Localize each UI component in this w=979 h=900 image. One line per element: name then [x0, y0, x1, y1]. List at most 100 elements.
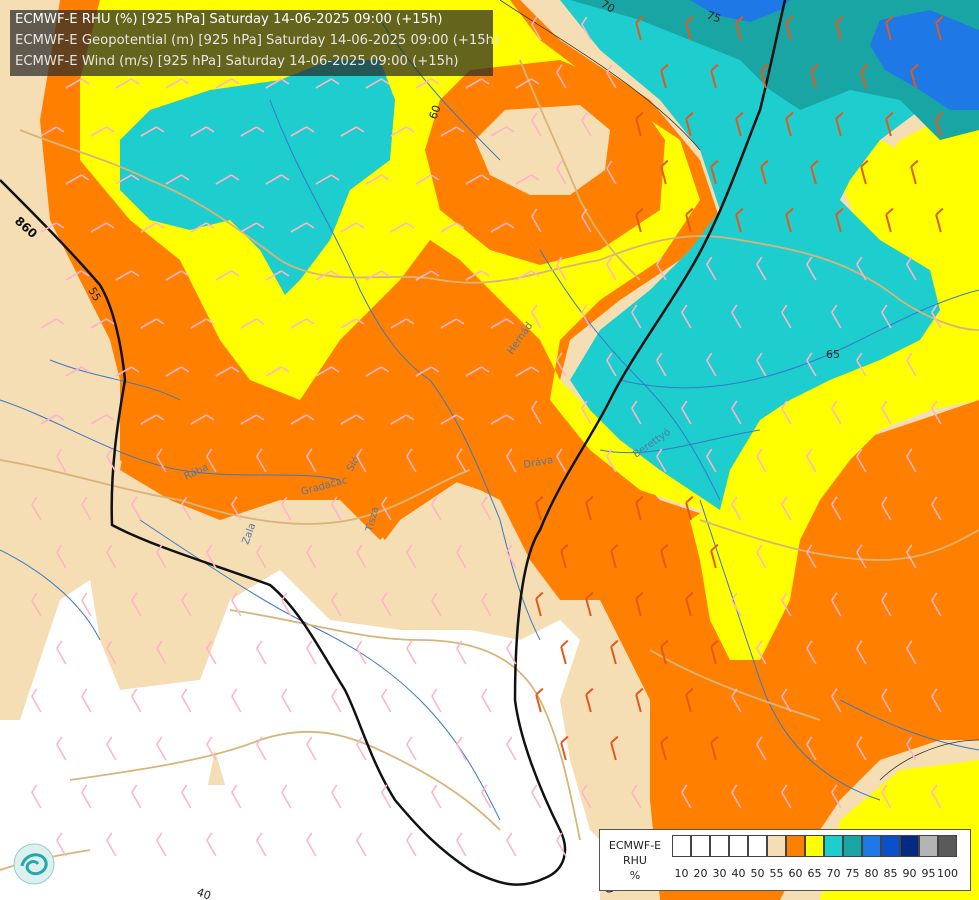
wind-barb	[115, 366, 140, 377]
wind-barb	[731, 592, 742, 617]
wind-barb	[331, 688, 342, 713]
wind-barb	[735, 15, 744, 41]
wind-barb	[531, 400, 542, 425]
wind-barb	[415, 78, 440, 89]
wind-barb	[581, 304, 592, 329]
wind-barb	[560, 543, 569, 569]
geopotential-contour-860	[0, 0, 787, 886]
wind-barb	[556, 448, 567, 473]
wind-barb	[390, 222, 415, 233]
wind-barb	[356, 832, 367, 857]
wind-barb	[281, 688, 292, 713]
wind-barb	[831, 688, 842, 713]
wind-barb	[340, 126, 365, 137]
wind-barb	[81, 592, 92, 617]
label-40: 40	[195, 886, 213, 900]
wind-barb	[240, 318, 265, 329]
wind-barb	[681, 784, 692, 809]
legend-tick: 20	[693, 867, 708, 880]
legend-tick: 85	[883, 867, 898, 880]
wind-barb	[481, 688, 492, 713]
legend-swatch	[786, 835, 805, 857]
wind-barb	[881, 304, 892, 329]
wind-barb	[31, 592, 42, 617]
wind-barb	[106, 640, 117, 665]
wind-barb	[660, 639, 669, 665]
rhu-isolines	[499, 0, 979, 781]
wind-barb	[181, 496, 192, 521]
wind-barb	[906, 544, 917, 569]
wind-barb	[406, 544, 417, 569]
wind-barb	[340, 318, 365, 329]
wind-barb	[515, 78, 540, 89]
rhu-zone-75-80-n	[690, 0, 790, 22]
wind-barb	[581, 112, 592, 137]
wind-barb	[281, 784, 292, 809]
wind-barb	[585, 591, 594, 617]
legend-tick: 80	[864, 867, 879, 880]
wind-barb	[215, 174, 240, 185]
wind-barb	[785, 111, 794, 137]
wind-barb	[290, 318, 315, 329]
wind-barb	[265, 78, 290, 89]
logo-icon	[13, 843, 55, 885]
wind-barb	[365, 366, 390, 377]
wind-barb	[215, 270, 240, 281]
wind-barb	[906, 256, 917, 281]
wind-barb	[56, 448, 67, 473]
wind-barb	[481, 784, 492, 809]
wind-barb	[710, 159, 719, 185]
wind-barb	[660, 63, 669, 89]
wind-barb	[581, 400, 592, 425]
wind-barb	[215, 366, 240, 377]
wind-barb	[265, 366, 290, 377]
wind-barb	[481, 592, 492, 617]
wind-barb	[685, 687, 694, 713]
wind-barb	[681, 400, 692, 425]
wind-barb	[315, 270, 340, 281]
wind-barb	[31, 496, 42, 521]
legend-swatch	[767, 835, 786, 857]
wind-barb	[931, 400, 942, 425]
wind-barb	[265, 174, 290, 185]
wind-barb	[106, 736, 117, 761]
wind-barb	[710, 639, 719, 665]
wind-barb	[206, 640, 217, 665]
wind-barb	[610, 543, 619, 569]
wind-barb	[356, 736, 367, 761]
wind-barb	[806, 352, 817, 377]
wind-barb	[581, 208, 592, 233]
wind-barb	[315, 174, 340, 185]
wind-barb	[885, 207, 894, 233]
wind-barb	[556, 160, 567, 185]
legend-swatch	[691, 835, 710, 857]
legend-swatch	[862, 835, 881, 857]
legend-unit: %	[629, 869, 641, 882]
wind-barb	[306, 736, 317, 761]
wind-barb	[535, 591, 544, 617]
wind-barb	[856, 640, 867, 665]
wind-barb	[456, 640, 467, 665]
wind-barb	[456, 448, 467, 473]
legend-tick: 95	[921, 867, 936, 880]
legend-swatch	[881, 835, 900, 857]
wind-barb	[40, 318, 65, 329]
wind-barb	[390, 126, 415, 137]
wind-barb	[606, 448, 617, 473]
wind-barb	[781, 400, 792, 425]
legend-tick: 55	[769, 867, 784, 880]
wind-barb	[606, 352, 617, 377]
wind-barb	[935, 111, 944, 137]
wind-barb	[390, 414, 415, 425]
wind-barb	[685, 111, 694, 137]
wind-barb	[506, 448, 517, 473]
legend-title: ECMWF-E RHU %	[602, 838, 668, 883]
wind-barb	[281, 496, 292, 521]
wind-barb	[206, 736, 217, 761]
wind-barb	[731, 784, 742, 809]
wind-barb	[710, 543, 719, 569]
wind-barb	[881, 688, 892, 713]
wind-barb	[456, 544, 467, 569]
